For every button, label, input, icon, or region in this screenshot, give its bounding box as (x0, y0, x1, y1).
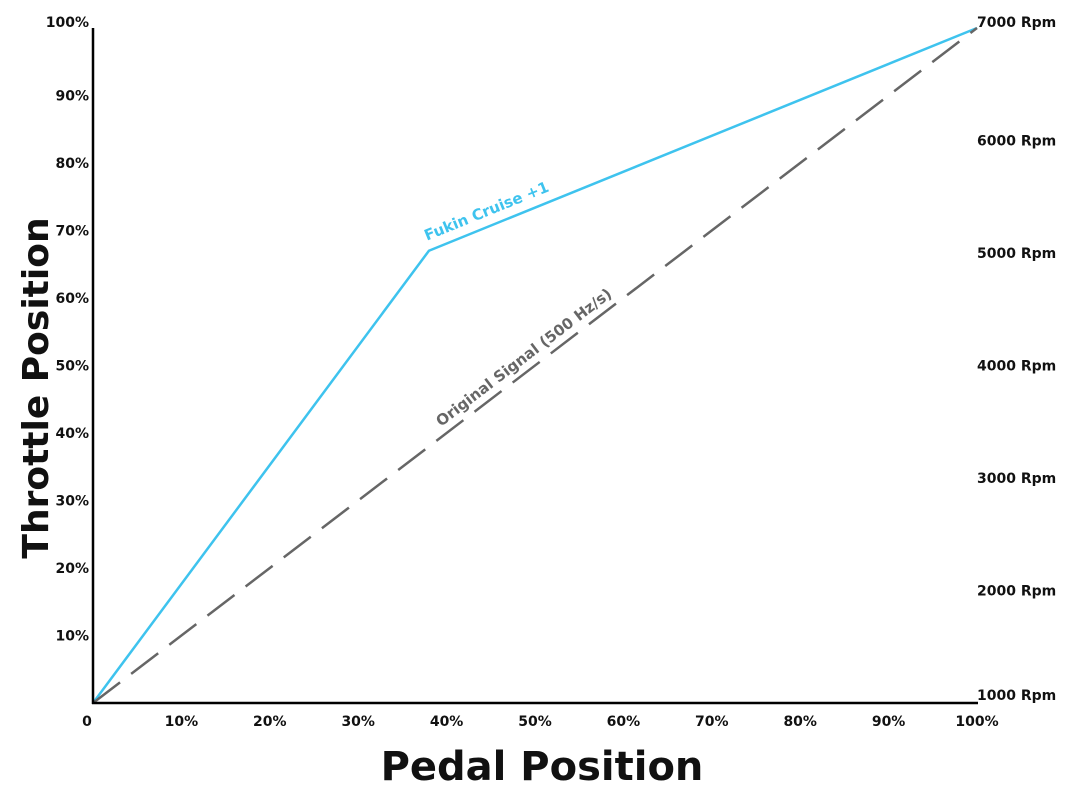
y2-tick-label: 6000 Rpm (977, 134, 1056, 150)
y-tick-label: 80% (55, 156, 89, 172)
y2-tick-label: 1000 Rpm (977, 688, 1056, 704)
y-axis-title: Throttle Position (16, 217, 57, 558)
series-label-original-signal: Original Signal (500 Hz/s) (433, 285, 616, 430)
series-label-fukin-cruise: Fukin Cruise +1 (422, 178, 552, 245)
x-tick-label: 100% (955, 714, 998, 730)
y2-tick-label: 4000 Rpm (977, 359, 1056, 375)
y-tick-label: 90% (55, 89, 89, 105)
x-tick-label: 20% (253, 714, 287, 730)
x-tick-label: 10% (165, 714, 199, 730)
x-tick-label: 80% (783, 714, 817, 730)
x-tick-label: 60% (607, 714, 641, 730)
y2-tick-label: 2000 Rpm (977, 584, 1056, 600)
y-tick-label: 40% (55, 426, 89, 442)
y-tick-label: 100% (46, 15, 89, 31)
series-line-0 (91, 26, 978, 704)
y2-tick-label: 5000 Rpm (977, 246, 1056, 262)
y-tick-label: 30% (55, 494, 89, 510)
x-tick-label: 90% (872, 714, 906, 730)
y2-tick-label: 3000 Rpm (977, 471, 1056, 487)
x-tick-label: 70% (695, 714, 729, 730)
x-tick-label: 40% (430, 714, 464, 730)
x-tick-label: 30% (341, 714, 375, 730)
y-tick-label: 70% (55, 224, 89, 240)
x-axis-title: Pedal Position (381, 744, 704, 790)
y-tick-label: 60% (55, 291, 89, 307)
series-line-1 (92, 27, 978, 704)
y-tick-label: 10% (55, 629, 89, 645)
x-tick-label: 0 (82, 714, 92, 730)
x-tick-label: 50% (518, 714, 552, 730)
y-tick-label: 50% (55, 359, 89, 375)
y2-tick-label: 7000 Rpm (977, 15, 1056, 31)
y-tick-label: 20% (55, 561, 89, 577)
